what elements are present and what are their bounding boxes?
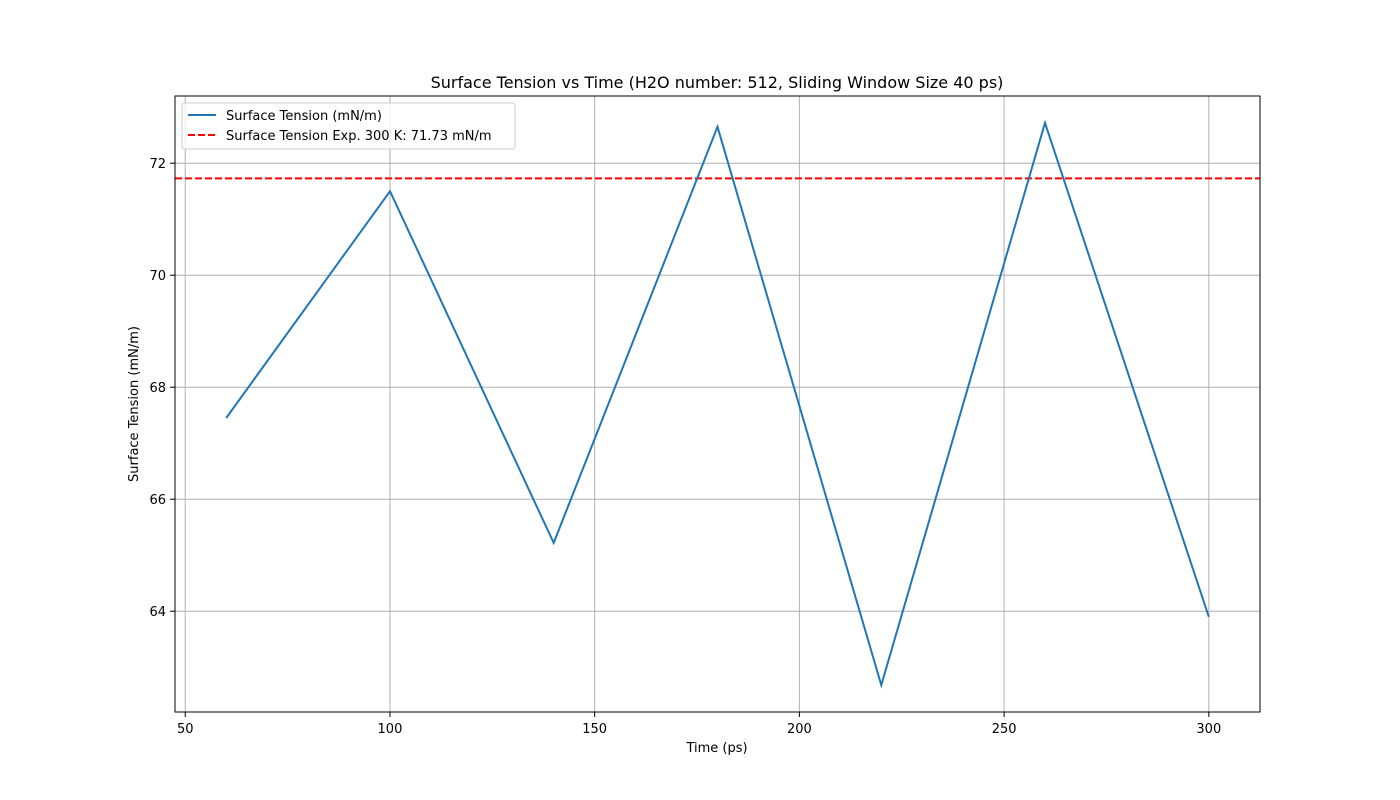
y-axis-ticks: 64 66 68 70 72 xyxy=(149,157,175,620)
y-tick-label: 64 xyxy=(149,605,166,620)
x-tick-label: 150 xyxy=(582,722,607,737)
y-tick-label: 66 xyxy=(149,493,166,508)
x-tick-label: 50 xyxy=(177,722,194,737)
x-tick-label: 250 xyxy=(992,722,1017,737)
legend: Surface Tension (mN/m) Surface Tension Ex… xyxy=(181,102,516,150)
x-tick-label: 100 xyxy=(378,722,403,737)
legend-label: Surface Tension Exp. 300 K: 71.73 mN/m xyxy=(226,129,492,144)
legend-box xyxy=(181,102,516,150)
x-tick-label: 200 xyxy=(787,722,812,737)
x-axis-ticks: 50 100 150 200 250 300 xyxy=(177,712,1221,737)
y-tick-label: 68 xyxy=(149,381,166,396)
x-axis-label: Time (ps) xyxy=(685,741,747,756)
plot-frame xyxy=(174,95,1261,713)
y-axis-label: Surface Tension (mN/m) xyxy=(127,326,142,482)
series-lines xyxy=(225,119,1210,689)
chart-title: Surface Tension vs Time (H2O number: 512… xyxy=(431,73,1004,92)
grid xyxy=(175,96,1260,712)
y-tick-label: 72 xyxy=(149,157,166,172)
y-tick-label: 70 xyxy=(149,269,166,284)
x-tick-label: 300 xyxy=(1196,722,1221,737)
legend-label: Surface Tension (mN/m) xyxy=(226,109,382,124)
series-line xyxy=(225,119,1210,689)
